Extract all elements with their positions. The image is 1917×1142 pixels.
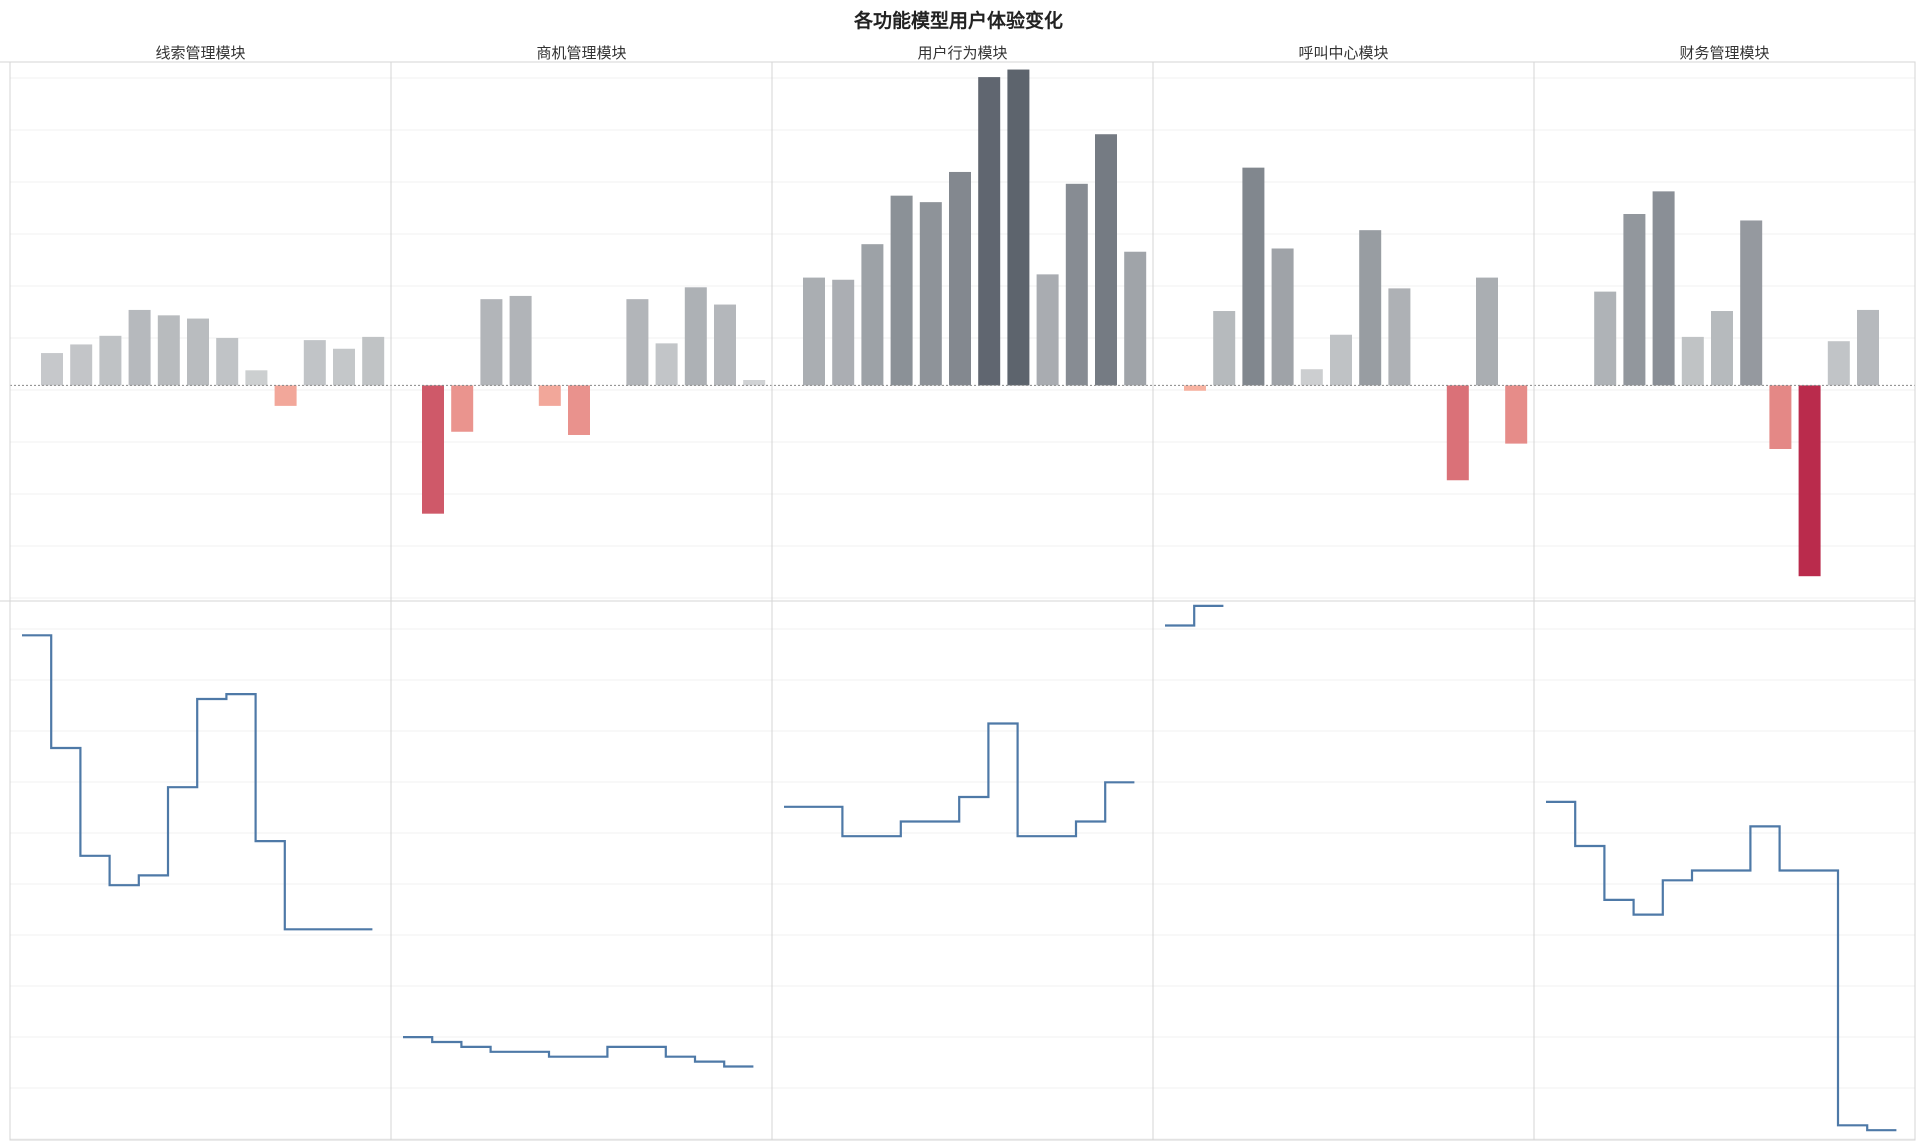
bar-5-6 bbox=[1711, 311, 1733, 386]
bar-2-12 bbox=[743, 380, 766, 386]
bar-4-4 bbox=[1271, 248, 1294, 386]
bar-4-1 bbox=[1184, 385, 1206, 391]
bar-1-2 bbox=[70, 344, 93, 386]
bar-3-11 bbox=[1095, 134, 1117, 386]
bar-3-7 bbox=[978, 77, 1001, 386]
bar-2-3 bbox=[480, 299, 503, 386]
bar-4-7 bbox=[1359, 230, 1382, 386]
bar-1-12 bbox=[362, 336, 385, 386]
bar-3-8 bbox=[1007, 69, 1030, 386]
bar-3-9 bbox=[1036, 274, 1059, 386]
panel-label-3: 用户行为模块 bbox=[917, 44, 1008, 62]
bar-4-8 bbox=[1388, 288, 1411, 386]
bar-4-5 bbox=[1300, 369, 1323, 386]
bar-2-10 bbox=[684, 287, 707, 386]
bar-2-1 bbox=[422, 385, 444, 514]
bar-1-4 bbox=[128, 309, 151, 386]
bar-5-10 bbox=[1827, 341, 1850, 386]
bar-5-3 bbox=[1623, 213, 1646, 386]
bar-2-9 bbox=[655, 343, 678, 386]
bar-2-8 bbox=[626, 299, 649, 386]
bar-3-6 bbox=[949, 171, 971, 386]
bar-2-6 bbox=[568, 385, 590, 435]
bar-1-5 bbox=[157, 315, 180, 386]
bar-3-12 bbox=[1124, 251, 1147, 386]
step-line-2 bbox=[403, 1036, 754, 1068]
bar-1-9 bbox=[274, 385, 297, 406]
bar-1-11 bbox=[333, 348, 355, 386]
bar-3-2 bbox=[832, 279, 855, 386]
bar-2-4 bbox=[509, 295, 532, 386]
step-line-1 bbox=[22, 634, 373, 931]
panel-label-5: 财务管理模块 bbox=[1679, 44, 1770, 62]
step-line-3 bbox=[784, 722, 1135, 838]
bar-4-12 bbox=[1505, 385, 1528, 444]
bar-1-8 bbox=[245, 370, 268, 386]
bar-5-11 bbox=[1857, 309, 1879, 386]
bar-3-4 bbox=[890, 195, 913, 386]
bar-1-10 bbox=[303, 340, 326, 386]
bar-1-6 bbox=[187, 318, 209, 386]
step-line-5 bbox=[1546, 800, 1897, 1132]
bar-3-3 bbox=[861, 244, 884, 386]
bar-4-11 bbox=[1476, 277, 1498, 386]
bar-1-3 bbox=[99, 335, 122, 386]
bar-5-5 bbox=[1681, 336, 1704, 386]
bar-4-2 bbox=[1213, 311, 1236, 386]
bar-3-5 bbox=[919, 202, 942, 386]
step-line-4 bbox=[1165, 604, 1224, 627]
bar-2-11 bbox=[714, 304, 736, 386]
panel-label-4: 呼叫中心模块 bbox=[1298, 44, 1389, 62]
bar-5-2 bbox=[1594, 291, 1617, 386]
bar-1-7 bbox=[216, 337, 239, 386]
bar-5-8 bbox=[1769, 385, 1792, 450]
bar-4-3 bbox=[1242, 167, 1265, 386]
chart-title: 各功能模型用户体验变化 bbox=[853, 10, 1063, 32]
bar-5-4 bbox=[1652, 191, 1675, 386]
bar-2-5 bbox=[538, 385, 561, 406]
panel-label-1: 线索管理模块 bbox=[155, 44, 246, 62]
bar-3-1 bbox=[803, 277, 825, 386]
bar-5-7 bbox=[1740, 220, 1763, 386]
bar-3-10 bbox=[1065, 183, 1088, 386]
bar-4-10 bbox=[1446, 385, 1469, 481]
bar-2-2 bbox=[451, 385, 474, 432]
bar-1-1 bbox=[41, 353, 63, 386]
panel-label-2: 商机管理模块 bbox=[536, 44, 627, 62]
bar-4-6 bbox=[1330, 334, 1352, 386]
bar-5-9 bbox=[1798, 385, 1821, 577]
